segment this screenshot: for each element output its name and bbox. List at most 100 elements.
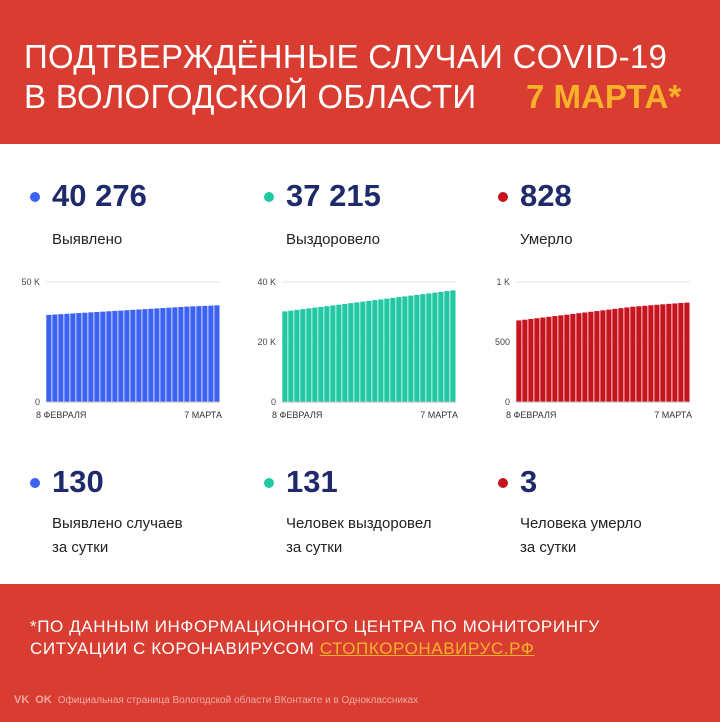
bar <box>130 309 136 402</box>
bar <box>378 299 384 402</box>
bar <box>354 302 360 402</box>
bar <box>522 319 528 402</box>
daily-confirmed-label-line2: за сутки <box>52 539 109 556</box>
source-link[interactable]: СТОПКОРОНАВИРУС.РФ <box>319 639 535 658</box>
chart-confirmed: 0 50 K 8 ФЕВРАЛЯ 7 МАРТА <box>21 277 222 420</box>
bar <box>124 310 130 402</box>
source-note-line2-text: СИТУАЦИИ С КОРОНАВИРУСОМ <box>30 639 315 658</box>
x-tick-label: 8 ФЕВРАЛЯ <box>36 410 86 420</box>
bar <box>184 306 190 402</box>
total-confirmed-label: Выявлено <box>52 231 123 248</box>
page-title-line2: В ВОЛОГОДСКОЙ ОБЛАСТИ <box>24 78 477 115</box>
page-title-line1: ПОДТВЕРЖДЁННЫЕ СЛУЧАИ COVID-19 <box>24 38 668 75</box>
bar <box>552 316 558 402</box>
bar <box>624 307 630 402</box>
daily-dot-deaths <box>498 478 508 488</box>
x-tick-label: 7 МАРТА <box>654 410 692 420</box>
bar <box>312 307 318 402</box>
bar <box>70 313 76 402</box>
bar <box>58 314 64 402</box>
y-tick-label: 0 <box>271 397 276 407</box>
bar <box>294 309 300 402</box>
credit-bar: VK OK Официальная страница Вологодской о… <box>14 694 418 706</box>
total-deaths-value: 828 <box>520 178 572 213</box>
vk-icon[interactable]: VK <box>14 694 30 706</box>
bar <box>306 308 312 402</box>
bar <box>594 311 600 402</box>
bar <box>636 306 642 402</box>
stat-dot-recovered <box>264 192 274 202</box>
bar <box>414 294 420 402</box>
bar <box>600 310 606 402</box>
source-note-line1: *ПО ДАННЫМ ИНФОРМАЦИОННОГО ЦЕНТРА ПО МОН… <box>30 617 600 636</box>
daily-recovered-value: 131 <box>286 464 338 499</box>
y-tick-label: 20 K <box>257 337 276 347</box>
bar <box>384 298 390 402</box>
bar <box>666 303 672 402</box>
bar <box>166 307 172 402</box>
bar <box>88 312 94 402</box>
source-note: *ПО ДАННЫМ ИНФОРМАЦИОННОГО ЦЕНТРА ПО МОН… <box>30 616 600 660</box>
bar <box>142 309 148 402</box>
bar <box>672 303 678 402</box>
bar <box>288 310 294 402</box>
bar <box>444 291 450 402</box>
x-tick-label: 8 ФЕВРАЛЯ <box>506 410 556 420</box>
chart-deaths: 0 500 1 K 8 ФЕВРАЛЯ 7 МАРТА <box>495 277 692 420</box>
bar <box>94 312 100 402</box>
daily-recovered-label-line1: Человек выздоровел <box>286 515 432 532</box>
bar <box>112 310 118 402</box>
bar <box>154 308 160 402</box>
source-note-line2: СИТУАЦИИ С КОРОНАВИРУСОМ СТОПКОРОНАВИРУС… <box>30 638 600 660</box>
bar <box>178 306 184 402</box>
bar <box>438 291 444 402</box>
chart-recovered: 0 20 K 40 K 8 ФЕВРАЛЯ 7 МАРТА <box>257 277 458 420</box>
bar <box>64 313 70 402</box>
bar <box>342 303 348 402</box>
bar <box>82 312 88 402</box>
bar <box>106 311 112 402</box>
bar <box>360 301 366 402</box>
bar <box>570 313 576 402</box>
bar <box>118 310 124 402</box>
daily-dot-recovered <box>264 478 274 488</box>
y-tick-label: 0 <box>505 397 510 407</box>
bar <box>160 308 166 402</box>
daily-deaths-label-line1: Человека умерло <box>520 515 642 532</box>
bar <box>214 305 220 402</box>
bar <box>588 311 594 402</box>
bar <box>390 297 396 402</box>
bar <box>612 308 618 402</box>
ok-icon[interactable]: OK <box>35 694 52 706</box>
bar <box>324 306 330 402</box>
bar <box>546 316 552 402</box>
bar <box>576 313 582 402</box>
report-date: 7 МАРТА* <box>526 78 682 115</box>
bar <box>318 306 324 402</box>
bar <box>534 318 540 402</box>
bar <box>450 290 456 402</box>
daily-deaths-value: 3 <box>520 464 538 499</box>
y-tick-label: 50 K <box>21 277 40 287</box>
bar <box>172 307 178 402</box>
bar <box>100 311 106 402</box>
bar <box>420 294 426 402</box>
bar <box>426 293 432 402</box>
stat-dot-confirmed <box>30 192 40 202</box>
bar <box>196 306 202 402</box>
y-tick-label: 40 K <box>257 277 276 287</box>
bar <box>336 304 342 402</box>
bar <box>630 306 636 402</box>
bar <box>606 309 612 402</box>
bar <box>678 303 684 402</box>
total-confirmed-value: 40 276 <box>52 178 147 213</box>
bar <box>396 297 402 402</box>
bar <box>558 315 564 402</box>
bar <box>402 296 408 402</box>
bar <box>282 311 288 402</box>
daily-confirmed-value: 130 <box>52 464 104 499</box>
bar <box>76 313 82 402</box>
bar <box>564 314 570 402</box>
bar <box>660 304 666 402</box>
bar <box>148 308 154 402</box>
